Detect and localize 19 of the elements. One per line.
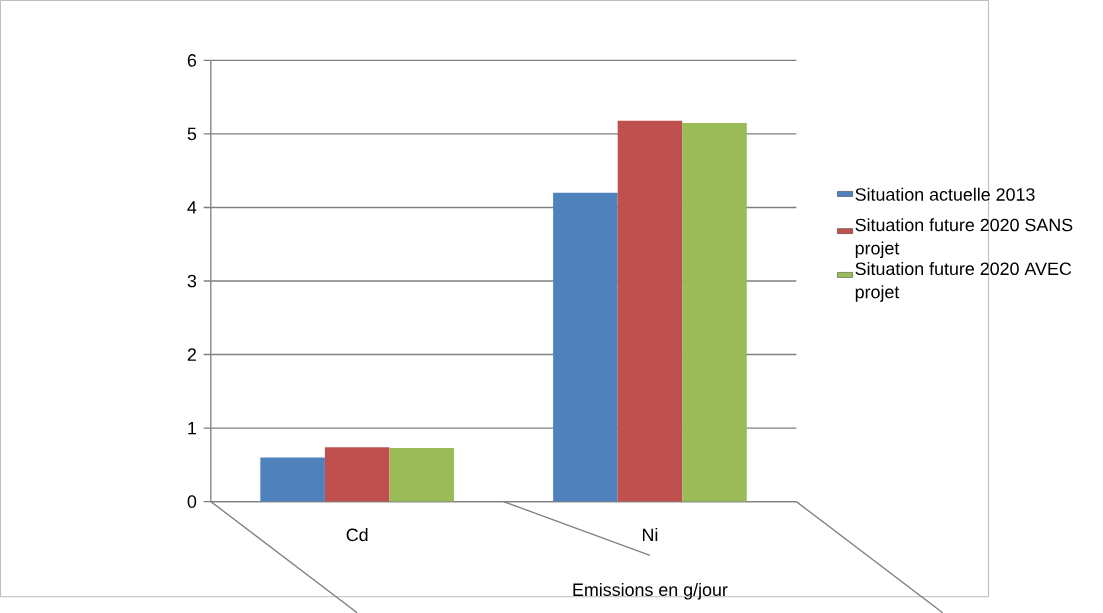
bar [553,192,618,502]
y-tick-label: 1 [188,421,197,434]
y-tick-label: 4 [187,201,197,214]
y-tick-label: 0 [187,495,197,508]
y-tick-label: 6 [187,53,197,67]
legend-label: Situation actuelle 2013 [855,187,1035,201]
y-tick-label: 2 [187,348,196,361]
y-tick-label: 5 [187,127,197,140]
x-tick-label: Cd [346,527,368,541]
bar [389,447,455,502]
legend-label: Situation future 2020 AVEC projet [855,261,1072,302]
y-tick-label: 3 [187,274,197,288]
bar [682,122,747,502]
bar [324,446,390,502]
x-tick-label: Ni [642,527,658,541]
x-axis-title: Emissions en g/jour [573,582,728,600]
legend-label: Situation future 2020 SANS projet [855,217,1073,258]
bar [260,457,325,502]
bar [617,120,683,502]
